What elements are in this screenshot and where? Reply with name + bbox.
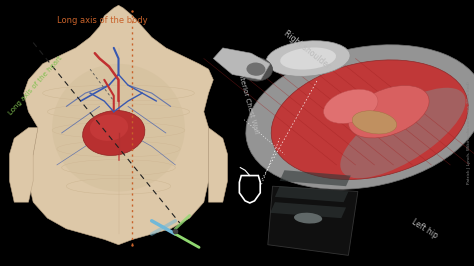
- Ellipse shape: [239, 57, 273, 81]
- Ellipse shape: [90, 114, 128, 141]
- Text: Patrick J Lynch, Wikimedia commons (Modified): Patrick J Lynch, Wikimedia commons (Modi…: [467, 82, 471, 184]
- Ellipse shape: [280, 47, 336, 70]
- Ellipse shape: [294, 213, 322, 223]
- Ellipse shape: [271, 60, 468, 180]
- Text: Left hip: Left hip: [410, 217, 439, 240]
- Polygon shape: [213, 48, 270, 80]
- Polygon shape: [9, 128, 38, 202]
- Text: Anterior Chest Wall: Anterior Chest Wall: [236, 68, 259, 134]
- Ellipse shape: [340, 88, 465, 178]
- Ellipse shape: [352, 111, 397, 134]
- Text: Long axis of the body: Long axis of the body: [56, 16, 147, 25]
- Text: Long axis of the heart: Long axis of the heart: [7, 55, 63, 116]
- Ellipse shape: [52, 64, 185, 192]
- Ellipse shape: [348, 85, 429, 138]
- Ellipse shape: [246, 45, 474, 189]
- Polygon shape: [280, 170, 351, 186]
- Ellipse shape: [266, 41, 350, 76]
- Polygon shape: [275, 186, 348, 202]
- Polygon shape: [24, 5, 213, 245]
- Text: Right shoulder: Right shoulder: [282, 29, 332, 71]
- Polygon shape: [209, 128, 228, 202]
- Polygon shape: [270, 202, 346, 218]
- Ellipse shape: [324, 89, 378, 123]
- Polygon shape: [268, 186, 358, 255]
- Ellipse shape: [82, 111, 145, 155]
- Ellipse shape: [246, 63, 265, 76]
